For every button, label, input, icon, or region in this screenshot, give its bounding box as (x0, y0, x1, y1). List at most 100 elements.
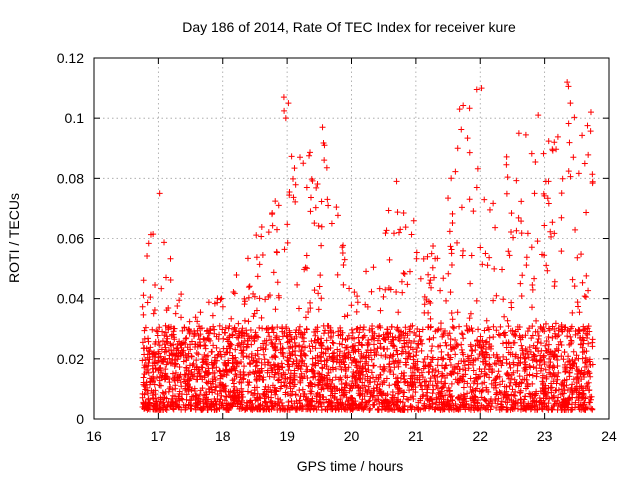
data-point (543, 262, 550, 269)
data-point (245, 294, 252, 301)
x-tick-label: 16 (86, 428, 102, 444)
data-point (454, 342, 461, 349)
data-point (306, 152, 313, 159)
data-point (567, 361, 574, 368)
data-point (200, 356, 207, 363)
data-point (490, 323, 497, 330)
data-point (162, 370, 169, 377)
data-point (401, 379, 408, 386)
data-point (401, 402, 408, 409)
data-point (570, 154, 577, 161)
data-point (238, 359, 245, 366)
data-point (585, 368, 592, 375)
data-point (241, 301, 248, 308)
data-point (445, 270, 452, 277)
data-point (390, 342, 397, 349)
data-point (245, 382, 252, 389)
data-point (583, 272, 590, 279)
data-point (386, 361, 393, 368)
data-point (435, 343, 442, 350)
data-point (186, 397, 193, 404)
data-point (285, 402, 292, 409)
data-point (194, 399, 201, 406)
data-point (251, 338, 258, 345)
data-point (582, 404, 589, 411)
data-point (274, 279, 281, 286)
data-point (570, 376, 577, 383)
data-point (164, 359, 171, 366)
data-point (328, 333, 335, 340)
data-point (552, 387, 559, 394)
data-point (229, 331, 236, 338)
data-point (258, 314, 265, 321)
data-point (368, 369, 375, 376)
data-point (341, 256, 348, 263)
data-point (162, 344, 169, 351)
data-point (435, 356, 442, 363)
data-point (328, 220, 335, 227)
data-point (411, 365, 418, 372)
data-point (247, 361, 254, 368)
data-point (151, 307, 158, 314)
data-point (529, 304, 536, 311)
data-point (589, 406, 596, 413)
data-point (504, 317, 511, 324)
data-point (430, 243, 437, 250)
data-point (386, 368, 393, 375)
data-point (440, 331, 447, 338)
data-point (169, 356, 176, 363)
data-point (354, 299, 361, 306)
data-point (325, 369, 332, 376)
data-point (338, 366, 345, 373)
data-point (265, 406, 272, 413)
data-point (309, 361, 316, 368)
data-point (589, 336, 596, 343)
data-point (443, 297, 450, 304)
data-point (150, 369, 157, 376)
data-point (428, 284, 435, 291)
data-point (448, 250, 455, 257)
data-point (558, 248, 565, 255)
data-point (540, 380, 547, 387)
data-point (407, 403, 414, 410)
data-point (527, 349, 534, 356)
data-point (524, 230, 531, 237)
data-point (585, 151, 592, 158)
data-point (423, 378, 430, 385)
data-point (201, 342, 208, 349)
data-point (153, 402, 160, 409)
data-point (303, 325, 310, 332)
data-point (539, 406, 546, 413)
data-point (462, 401, 469, 408)
data-point (421, 301, 428, 308)
data-point (232, 354, 239, 361)
data-point (563, 401, 570, 408)
data-point (308, 338, 315, 345)
data-point (354, 293, 361, 300)
data-point (377, 380, 384, 387)
data-point (300, 393, 307, 400)
data-point (253, 375, 260, 382)
data-point (193, 349, 200, 356)
data-point (419, 393, 426, 400)
data-point (499, 340, 506, 347)
data-point (178, 291, 185, 298)
data-point (517, 354, 524, 361)
y-axis-label: ROTI / TECUs (6, 193, 22, 283)
data-point (486, 361, 493, 368)
data-point (277, 396, 284, 403)
data-point (339, 244, 346, 251)
data-point (171, 374, 178, 381)
data-point (399, 289, 406, 296)
y-tick-label: 0.12 (57, 50, 84, 66)
data-point (467, 341, 474, 348)
data-point (233, 334, 240, 341)
data-point (541, 328, 548, 335)
data-point (303, 265, 310, 272)
data-point (451, 366, 458, 373)
data-point (587, 373, 594, 380)
data-point (406, 268, 413, 275)
data-point (447, 336, 454, 343)
data-point (293, 405, 300, 412)
data-point (569, 388, 576, 395)
